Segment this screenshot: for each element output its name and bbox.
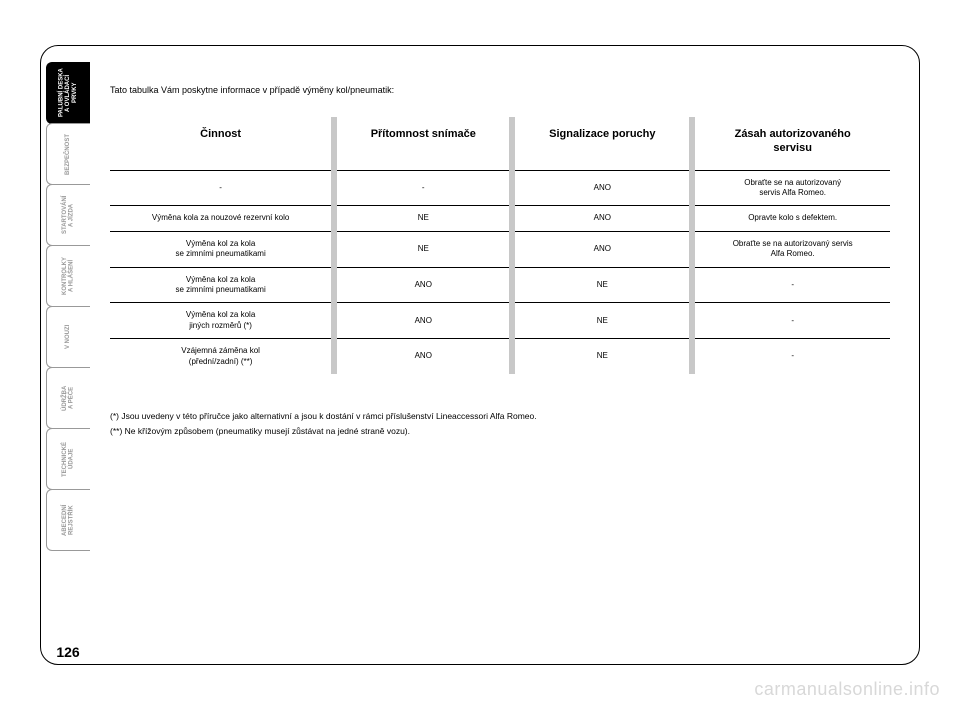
tab-bezpecnost[interactable]: BEZPEČNOST	[46, 123, 90, 185]
table-row: Výměna kola za nouzové rezervní kolo NE …	[110, 206, 890, 231]
table-row: Vzájemná záměna kol(přední/zadní) (**) A…	[110, 339, 890, 374]
page-content: Tato tabulka Vám poskytne informace v př…	[110, 85, 890, 439]
tab-kontrolky[interactable]: KONTROLKYA HLÁŠENÍ	[46, 245, 90, 307]
tab-startovani[interactable]: STARTOVÁNÍA JÍZDA	[46, 184, 90, 246]
table-row: Výměna kol za kolajiných rozměrů (*) ANO…	[110, 303, 890, 339]
col-header-servis: Zásah autorizovanéhoservisu	[695, 117, 890, 170]
footnote-1: (*) Jsou uvedeny v této příručce jako al…	[110, 409, 890, 424]
table-row: Výměna kol za kolase zimními pneumatikam…	[110, 231, 890, 267]
side-tabs: PALUBNÍ DESKAA OVLÁDACÍ PRVKY BEZPEČNOST…	[46, 62, 90, 550]
table-row: Výměna kol za kolase zimními pneumatikam…	[110, 267, 890, 303]
col-header-cinnost: Činnost	[110, 117, 331, 170]
tab-v-nouzi[interactable]: V NOUZI	[46, 306, 90, 368]
tire-change-table: Činnost Přítomnost snímače Signalizace p…	[110, 117, 890, 374]
table-header-row: Činnost Přítomnost snímače Signalizace p…	[110, 117, 890, 170]
tab-udrzba[interactable]: ÚDRŽBAA PÉČE	[46, 367, 90, 429]
footnote-2: (**) Ne křížovým způsobem (pneumatiky mu…	[110, 424, 890, 439]
col-header-snimac: Přítomnost snímače	[337, 117, 509, 170]
intro-text: Tato tabulka Vám poskytne informace v př…	[110, 85, 890, 95]
footnotes: (*) Jsou uvedeny v této příručce jako al…	[110, 409, 890, 440]
col-header-porucha: Signalizace poruchy	[515, 117, 689, 170]
watermark: carmanualsonline.info	[754, 679, 940, 700]
page-number: 126	[50, 644, 86, 660]
table-row: - - ANO Obraťte se na autorizovanýservis…	[110, 170, 890, 206]
tab-palubni-deska[interactable]: PALUBNÍ DESKAA OVLÁDACÍ PRVKY	[46, 62, 90, 124]
tab-technicke[interactable]: TECHNICKÉ ÚDAJE	[46, 428, 90, 490]
table-body: - - ANO Obraťte se na autorizovanýservis…	[110, 170, 890, 374]
tab-rejstrik[interactable]: ABECEDNÍREJSTŘÍK	[46, 489, 90, 551]
